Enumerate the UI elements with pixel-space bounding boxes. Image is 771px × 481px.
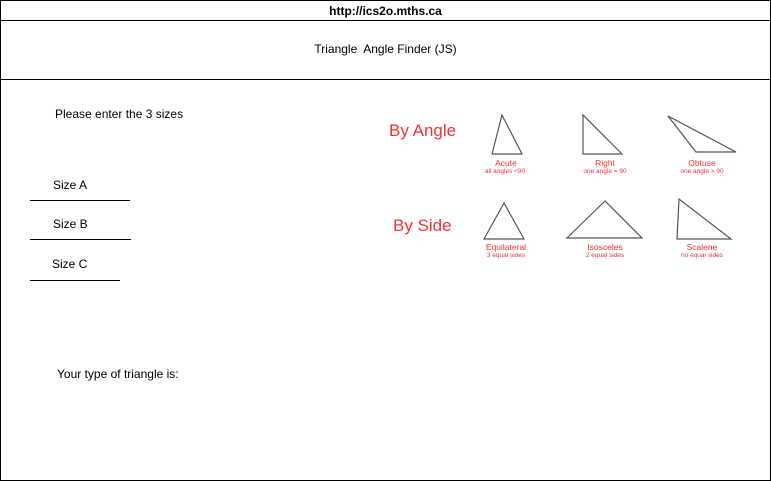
right-triangle-icon <box>582 113 624 155</box>
scalene-desc: no equal sides <box>681 252 723 259</box>
url-bar: http://ics2o.mths.ca <box>1 1 770 21</box>
acute-label: Acute <box>495 158 517 168</box>
size-a-label: Size A <box>53 178 88 192</box>
size-a-input[interactable] <box>30 200 130 201</box>
by-angle-heading: By Angle <box>389 121 457 140</box>
equilateral-triangle-icon <box>482 201 526 240</box>
obtuse-label: Obtuse <box>688 158 716 168</box>
scalene-label: Scalene <box>686 242 718 252</box>
by-side-heading: By Side <box>393 216 452 235</box>
size-c-input[interactable] <box>30 280 120 281</box>
isosceles-desc: 2 equal sides <box>585 252 625 259</box>
equilateral-label: Equilateral <box>485 242 527 252</box>
isosceles-triangle-icon <box>565 200 644 239</box>
page-title: Triangle Angle Finder (JS) <box>1 21 770 80</box>
obtuse-desc: one angle > 90 <box>680 168 724 175</box>
acute-desc: all angles <90 <box>484 168 526 175</box>
equilateral-desc: 3 equal sides <box>486 252 526 259</box>
size-b-label: Size B <box>53 217 88 231</box>
result-label: Your type of triangle is: <box>57 367 179 381</box>
instruction-text: Please enter the 3 sizes <box>55 107 184 121</box>
scalene-triangle-icon <box>676 197 733 240</box>
size-b-input[interactable] <box>30 239 131 240</box>
right-desc: one angle = 90 <box>583 168 627 175</box>
right-label: Right <box>595 158 615 168</box>
isosceles-label: Isosceles <box>587 242 623 252</box>
size-c-label: Size C <box>52 257 88 271</box>
acute-triangle-icon <box>491 113 523 155</box>
obtuse-triangle-icon <box>667 115 737 153</box>
